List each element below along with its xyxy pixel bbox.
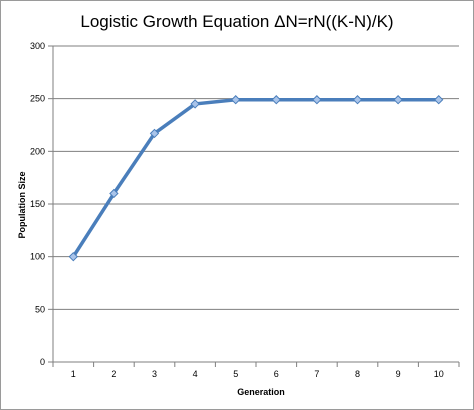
- data-point-marker: [271, 95, 282, 105]
- data-point-marker: [433, 95, 444, 105]
- axes: [52, 46, 460, 367]
- data-point-marker: [68, 251, 79, 262]
- x-tick-label: 4: [193, 369, 198, 379]
- x-axis-title: Generation: [237, 387, 285, 397]
- x-tick-label: 2: [111, 369, 116, 379]
- x-tick-label: 9: [396, 369, 401, 379]
- x-tick-labels: 1 2 3 4 5 6 7 8 9 10: [71, 369, 444, 379]
- data-point-marker: [149, 128, 160, 139]
- x-tick-label: 6: [274, 369, 279, 379]
- data-point-marker: [230, 95, 241, 105]
- y-tick-label: 50: [35, 304, 45, 314]
- data-point-marker: [109, 188, 119, 199]
- data-point-marker: [393, 95, 403, 105]
- y-tick-label: 100: [30, 252, 45, 262]
- y-tick-label: 200: [30, 146, 45, 156]
- y-tick-label: 150: [30, 199, 45, 209]
- x-tick-label: 3: [152, 369, 157, 379]
- x-tick-label: 1: [71, 369, 76, 379]
- chart-title: Logistic Growth Equation ΔN=rN((K-N)/K): [80, 12, 393, 31]
- y-tick-label: 250: [30, 94, 45, 104]
- series-line: [71, 97, 441, 259]
- data-point-marker: [190, 99, 200, 109]
- gridlines: [48, 45, 459, 363]
- data-point-marker: [352, 95, 363, 105]
- y-tick-labels: 0 50 100 150 200 250 300: [30, 41, 45, 367]
- x-tick-label: 8: [355, 369, 360, 379]
- x-tick-label: 10: [434, 369, 444, 379]
- y-tick-label: 0: [40, 357, 45, 367]
- data-point-marker: [312, 95, 322, 105]
- x-tick-label: 5: [233, 369, 238, 379]
- y-tick-label: 300: [30, 41, 45, 51]
- y-axis-title: Population Size: [17, 171, 27, 238]
- series-group: [68, 95, 444, 262]
- x-tick-label: 7: [314, 369, 319, 379]
